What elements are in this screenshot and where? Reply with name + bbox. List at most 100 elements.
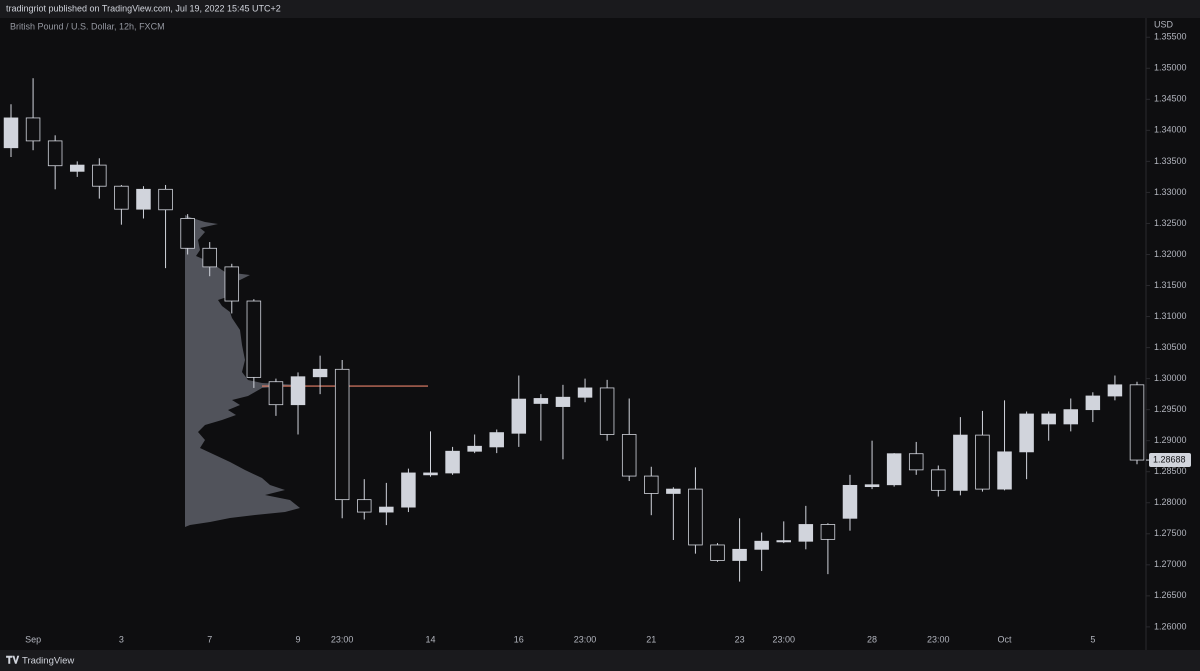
candle-body: [489, 432, 504, 448]
candle-body: [1129, 384, 1145, 461]
y-tick-label: 1.35000: [1154, 63, 1187, 73]
candle-body: [931, 469, 946, 491]
publisher: tradingriot published on TradingView.com…: [6, 3, 281, 13]
volume-profile: [185, 215, 300, 527]
candle-body: [798, 524, 814, 542]
candle-body: [202, 247, 217, 268]
x-tick-label: 23:00: [772, 634, 795, 644]
y-tick-label: 1.35500: [1154, 32, 1187, 42]
candle-body: [401, 472, 416, 508]
y-axis-label: USD: [1154, 19, 1174, 29]
candle-body: [666, 488, 681, 494]
candle-body: [776, 540, 791, 543]
x-tick-label: 23:00: [927, 634, 950, 644]
candle-body: [953, 434, 968, 491]
candle-body: [467, 445, 482, 452]
candle-body: [842, 484, 858, 519]
y-tick-label: 1.30000: [1154, 373, 1187, 383]
candle-body: [114, 185, 129, 210]
candle-body: [290, 376, 306, 406]
candle-body: [710, 544, 725, 561]
x-tick-label: 9: [296, 634, 301, 644]
candle-body: [25, 117, 41, 142]
candle-body: [688, 488, 703, 546]
y-tick-label: 1.27500: [1154, 528, 1187, 538]
candle-body: [92, 164, 107, 187]
candle-body: [555, 396, 571, 407]
last-price-box: [1149, 453, 1191, 468]
x-tick-label: 23:00: [331, 634, 354, 644]
y-tick-label: 1.26500: [1154, 590, 1187, 600]
y-tick-label: 1.31500: [1154, 280, 1187, 290]
candle-body: [864, 484, 880, 488]
header-bar: [0, 0, 1200, 18]
y-tick-label: 1.32500: [1154, 218, 1187, 228]
candle-body: [1041, 413, 1056, 425]
candle-body: [621, 434, 637, 477]
candle-body: [511, 398, 527, 434]
candle-body: [820, 524, 836, 540]
candle-body: [379, 506, 394, 513]
candle-body: [334, 368, 350, 501]
candle-body: [312, 368, 328, 378]
candle-body: [246, 300, 262, 378]
y-tick-label: 1.28500: [1154, 466, 1187, 476]
y-tick-label: 1.33000: [1154, 187, 1187, 197]
candle-body: [423, 472, 438, 476]
x-tick-label: Oct: [998, 634, 1013, 644]
y-tick-label: 1.31000: [1154, 311, 1187, 321]
candle-body: [908, 453, 924, 471]
candle-body: [997, 451, 1012, 490]
x-tick-label: 3: [119, 634, 124, 644]
candle-body: [754, 540, 769, 550]
candle-body: [158, 188, 173, 211]
candle-body: [975, 434, 990, 490]
x-tick-label: 28: [867, 634, 877, 644]
candle-body: [599, 387, 615, 435]
y-tick-label: 1.33500: [1154, 156, 1187, 166]
candle-body: [47, 140, 63, 167]
y-tick-label: 1.26000: [1154, 621, 1187, 631]
y-tick-label: 1.32000: [1154, 249, 1187, 259]
symbol-title: British Pound / U.S. Dollar, 12h, FXCM: [10, 21, 165, 31]
last-price-label: 1.28688: [1153, 454, 1186, 464]
candle-body: [357, 499, 372, 513]
y-tick-label: 1.30500: [1154, 342, 1187, 352]
candle-body: [577, 387, 593, 398]
y-tick-label: 1.27000: [1154, 559, 1187, 569]
candle-body: [224, 266, 240, 302]
y-tick-label: 1.34500: [1154, 94, 1187, 104]
candle-body: [136, 188, 151, 210]
candle-body: [69, 164, 85, 172]
candle-body: [1063, 409, 1079, 425]
candle-body: [180, 218, 195, 249]
x-tick-label: 16: [514, 634, 524, 644]
footer-bar: [0, 650, 1200, 671]
candle-body: [268, 381, 284, 406]
candle-body: [1019, 413, 1034, 453]
x-tick-label: 23:00: [574, 634, 597, 644]
x-tick-label: 7: [207, 634, 212, 644]
candle-body: [644, 475, 659, 494]
candle-body: [533, 398, 549, 404]
candle-body: [886, 453, 902, 486]
y-tick-label: 1.29500: [1154, 404, 1187, 414]
y-tick-label: 1.29000: [1154, 435, 1187, 445]
y-tick-label: 1.28000: [1154, 497, 1187, 507]
x-tick-label: 21: [646, 634, 656, 644]
candle-body: [732, 548, 747, 561]
candle-body: [1085, 395, 1101, 411]
footer-brand: TradingView: [22, 656, 74, 667]
candle-body: [445, 450, 460, 474]
x-tick-label: 23: [735, 634, 745, 644]
x-tick-label: Sep: [25, 634, 41, 644]
x-tick-label: 5: [1090, 634, 1095, 644]
y-tick-label: 1.34000: [1154, 125, 1187, 135]
candle-body: [3, 117, 19, 149]
candle-body: [1107, 384, 1123, 397]
x-tick-label: 14: [425, 634, 435, 644]
footer-logo: 𝐓𝐕: [6, 655, 19, 667]
